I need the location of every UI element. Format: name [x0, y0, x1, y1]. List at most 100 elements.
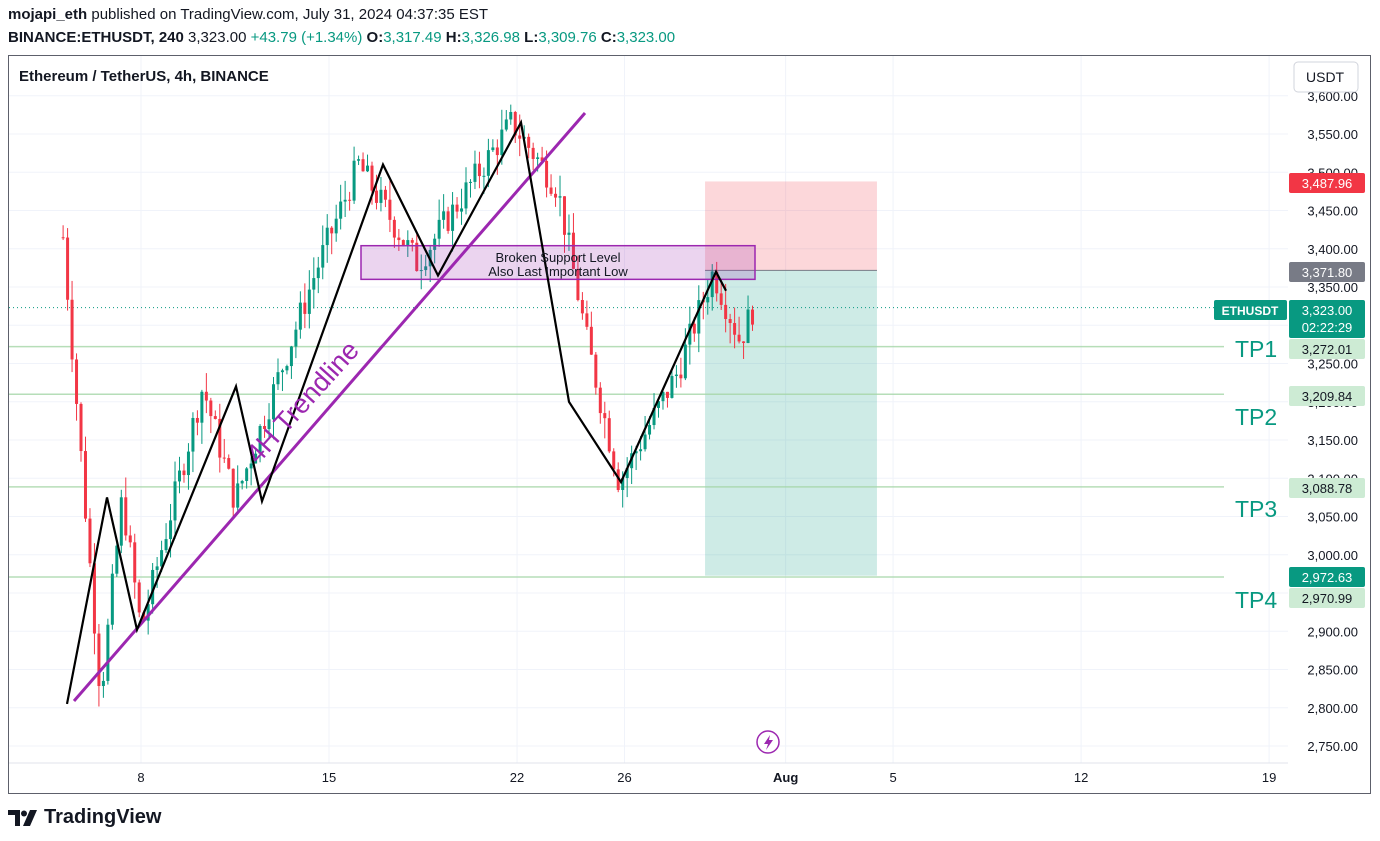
candle [460, 188, 464, 225]
high-value: 3,326.98 [461, 29, 520, 46]
target-price-text: 2,972.63 [1302, 570, 1353, 585]
candle [280, 368, 284, 392]
author-name[interactable]: mojapi_eth [8, 6, 88, 23]
candle [415, 234, 419, 272]
candle-body [298, 302, 302, 330]
currency-button-label[interactable]: USDT [1306, 69, 1345, 85]
candle [227, 454, 231, 470]
candle-body [585, 313, 589, 327]
candle [643, 416, 647, 452]
candle-body [370, 165, 374, 191]
candle-body [213, 416, 217, 419]
stop-price-text: 3,487.96 [1302, 176, 1353, 191]
candle-body [545, 160, 549, 188]
tp-lines [9, 307, 1224, 578]
candle-body [612, 451, 616, 470]
candle-body [339, 201, 343, 219]
candle [451, 192, 455, 252]
brand-text: TradingView [44, 806, 162, 828]
candle [446, 206, 450, 234]
candle [294, 321, 298, 359]
candle-body [527, 136, 531, 148]
candle-body [540, 157, 544, 161]
candle [272, 377, 276, 440]
candle-body [330, 227, 334, 234]
candle [88, 508, 92, 568]
candle-body [173, 481, 177, 521]
candle-body [294, 329, 298, 347]
candle-body [473, 163, 477, 182]
candle [330, 226, 334, 255]
candle [70, 280, 74, 373]
candle [379, 176, 383, 212]
candle-body [733, 323, 737, 335]
price-tick-label: 2,850.00 [1307, 663, 1358, 678]
candle-body [142, 612, 146, 621]
candle [240, 479, 244, 490]
candle [473, 150, 477, 190]
candle-body [222, 457, 226, 459]
candle [710, 264, 714, 311]
candle [603, 401, 607, 439]
candle [128, 525, 132, 548]
candle-body [361, 159, 365, 172]
candle [657, 398, 661, 418]
candle [361, 152, 365, 172]
candle-body [415, 242, 419, 272]
candle-body [124, 497, 128, 536]
candle [348, 191, 352, 211]
price-tick-label: 2,900.00 [1307, 624, 1358, 639]
candle [186, 443, 190, 490]
candle-body [397, 237, 401, 241]
candle-body [433, 238, 437, 250]
candle [585, 300, 589, 330]
candle-body [240, 480, 244, 484]
price-tick-label: 3,550.00 [1307, 127, 1358, 142]
candle [464, 167, 468, 215]
footer-brand[interactable]: TradingView [8, 806, 161, 829]
candle [625, 457, 629, 498]
candle [343, 180, 347, 218]
candle-body [518, 135, 522, 139]
candle [500, 109, 504, 165]
candle [495, 139, 499, 175]
candle-body [374, 190, 378, 203]
candle-body [679, 374, 683, 379]
lightning-icon[interactable] [756, 730, 780, 754]
candle-body [607, 418, 611, 452]
candle [289, 345, 293, 379]
candle-body [549, 187, 553, 194]
currency-button[interactable] [1293, 61, 1359, 93]
candle-body [218, 418, 222, 458]
candle-body [437, 219, 441, 239]
candle [737, 316, 741, 344]
candle [303, 283, 307, 329]
candle [316, 256, 320, 294]
candles [61, 104, 755, 707]
candle-body [128, 535, 132, 543]
candle-body [410, 240, 414, 243]
tradingview-logo-icon [8, 809, 37, 826]
candle [213, 410, 217, 420]
candle [204, 373, 208, 414]
candle [706, 280, 710, 315]
candle-body [169, 520, 173, 540]
candle-body [567, 232, 571, 235]
candle-body [83, 451, 87, 519]
close-label: C: [600, 29, 617, 46]
candle-body [245, 468, 249, 481]
symbol-tag-text: ETHUSDT [1222, 304, 1279, 318]
annotation-line-1: Broken Support Level [495, 250, 620, 265]
candle-body [236, 483, 240, 508]
candle [254, 450, 258, 464]
candle-body [200, 391, 204, 423]
current-price-tag [1289, 300, 1365, 338]
candle [531, 142, 535, 171]
tp2-label: TP2 [1235, 404, 1277, 430]
candle [339, 184, 343, 230]
candle [527, 133, 531, 159]
candle-body [558, 196, 562, 198]
entry-price-text: 3,371.80 [1302, 265, 1353, 280]
candle-body [254, 453, 258, 464]
